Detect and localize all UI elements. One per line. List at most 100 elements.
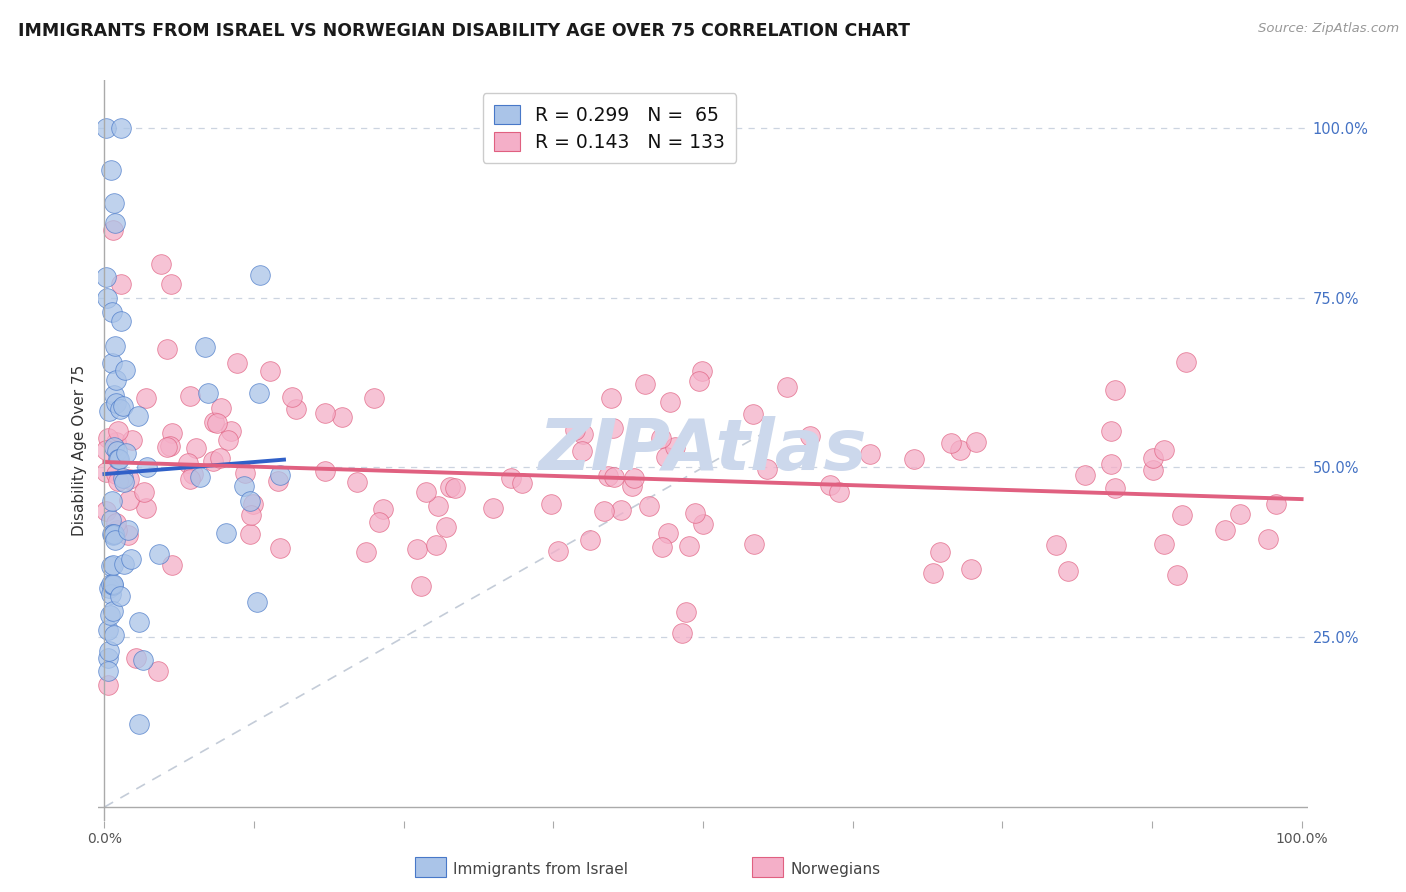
Point — [128, 717, 150, 731]
Point — [623, 471, 645, 485]
Point — [436, 520, 458, 534]
Point — [406, 541, 429, 556]
Point — [1074, 468, 1097, 483]
Point — [621, 479, 644, 493]
Point — [97, 644, 120, 658]
Point — [103, 628, 125, 642]
Text: Norwegians: Norwegians — [790, 863, 880, 877]
Point — [1166, 568, 1188, 582]
Point — [354, 545, 377, 559]
Point — [363, 391, 385, 405]
Point — [118, 472, 141, 486]
Point — [132, 653, 155, 667]
Point — [179, 471, 201, 485]
Point — [136, 459, 159, 474]
Point — [202, 415, 225, 429]
Point — [269, 468, 291, 483]
Point — [108, 451, 131, 466]
Point — [799, 429, 821, 443]
Point — [104, 434, 127, 449]
Point — [148, 547, 170, 561]
Point — [101, 577, 124, 591]
Point — [132, 485, 155, 500]
Point — [1104, 383, 1126, 397]
Text: Immigrants from Israel: Immigrants from Israel — [453, 863, 627, 877]
Point — [101, 305, 124, 319]
Point — [186, 442, 208, 456]
Text: Source: ZipAtlas.com: Source: ZipAtlas.com — [1258, 22, 1399, 36]
Point — [149, 257, 172, 271]
Point — [1099, 457, 1122, 471]
Point — [103, 527, 125, 541]
Point — [107, 474, 129, 488]
Point — [112, 475, 135, 489]
Point — [1056, 564, 1078, 578]
Point — [188, 470, 211, 484]
Point — [104, 533, 127, 548]
Point — [181, 467, 204, 482]
Point — [97, 431, 120, 445]
Point — [1257, 532, 1279, 546]
Point — [547, 544, 569, 558]
Point — [246, 595, 269, 609]
Point — [160, 558, 183, 572]
Point — [959, 562, 981, 576]
Point — [929, 544, 952, 558]
Point — [105, 523, 128, 537]
Point — [650, 432, 672, 446]
Point — [439, 480, 461, 494]
Point — [117, 523, 139, 537]
Point — [105, 443, 128, 458]
Point — [104, 373, 127, 387]
Point — [197, 385, 219, 400]
Point — [120, 551, 142, 566]
Point — [510, 476, 533, 491]
Point — [110, 313, 132, 327]
Point — [96, 291, 118, 305]
Point — [135, 391, 157, 405]
Point — [742, 537, 765, 551]
Point — [110, 120, 132, 135]
Point — [100, 559, 122, 574]
Point — [215, 525, 238, 540]
Point — [98, 581, 121, 595]
Point — [209, 450, 232, 465]
Point — [1174, 355, 1197, 369]
Point — [671, 626, 693, 640]
Point — [96, 465, 118, 479]
Point — [101, 356, 124, 370]
Point — [101, 494, 124, 508]
Point — [103, 440, 125, 454]
Point — [156, 342, 179, 356]
Point — [100, 513, 122, 527]
Point — [603, 469, 626, 483]
Point — [101, 528, 124, 542]
Point — [965, 434, 987, 449]
Legend: R = 0.299   N =  65, R = 0.143   N = 133: R = 0.299 N = 65, R = 0.143 N = 133 — [482, 94, 737, 163]
Point — [194, 340, 217, 354]
Point — [678, 539, 700, 553]
Point — [135, 500, 157, 515]
Point — [127, 409, 149, 423]
Point — [346, 475, 368, 489]
Point — [828, 484, 851, 499]
Point — [1153, 536, 1175, 550]
Point — [443, 481, 465, 495]
Point — [657, 526, 679, 541]
Point — [156, 440, 179, 454]
Point — [921, 566, 943, 580]
Point — [94, 120, 117, 135]
Point — [160, 277, 183, 291]
Point — [683, 507, 706, 521]
Point — [903, 451, 925, 466]
Point — [415, 485, 437, 500]
Point — [330, 410, 353, 425]
Point — [233, 467, 256, 481]
Point — [103, 603, 125, 617]
Point — [114, 363, 136, 377]
Point — [217, 434, 239, 448]
Point — [94, 442, 117, 457]
Point — [692, 516, 714, 531]
Point — [97, 624, 120, 638]
Point — [100, 587, 122, 601]
